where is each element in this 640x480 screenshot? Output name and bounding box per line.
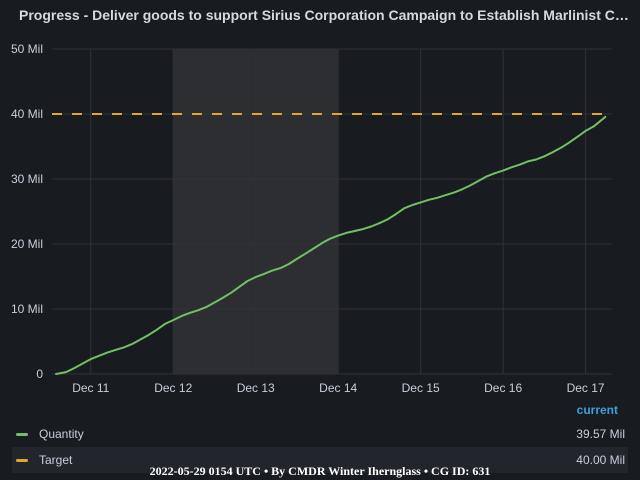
- target-swatch-icon: [16, 459, 28, 462]
- x-tick-label: Dec 16: [484, 381, 522, 395]
- y-tick-label: 20 Mil: [11, 237, 43, 251]
- grid-layer: [52, 48, 612, 375]
- legend-value: 40.00 Mil: [576, 453, 625, 467]
- y-tick-label: 50 Mil: [11, 42, 43, 56]
- x-tick-label: Dec 15: [402, 381, 440, 395]
- x-tick-label: Dec 17: [567, 381, 605, 395]
- legend-item-target[interactable]: Target 40.00 Mil: [12, 447, 628, 473]
- y-tick-label: 40 Mil: [11, 107, 43, 121]
- y-tick-label: 0: [36, 367, 43, 381]
- axis-labels-layer: 0 10 Mil 20 Mil 30 Mil 40 Mil 50 Mil Dec 11 Dec…: [11, 42, 605, 395]
- x-tick-label: Dec 14: [319, 381, 357, 395]
- x-tick-label: Dec 11: [72, 381, 109, 395]
- y-tick-label: 10 Mil: [11, 302, 43, 316]
- quantity-swatch-icon: [16, 433, 28, 436]
- legend-name: Target: [39, 453, 73, 467]
- legend-item-quantity[interactable]: Quantity 39.57 Mil: [12, 421, 628, 447]
- footer-credit: 2022-05-29 0154 UTC • By CMDR Winter Ihe…: [149, 464, 491, 478]
- y-tick-label: 30 Mil: [11, 172, 43, 186]
- series-layer: [52, 113, 612, 375]
- progress-chart: 0 10 Mil 20 Mil 30 Mil 40 Mil 50 Mil Dec 11 Dec…: [11, 42, 612, 395]
- legend-name: Quantity: [39, 427, 84, 441]
- series-quantity-line: [55, 115, 607, 375]
- legend-current-header[interactable]: current: [576, 403, 618, 417]
- legend-value: 39.57 Mil: [576, 427, 625, 441]
- x-tick-label: Dec 12: [154, 381, 192, 395]
- x-tick-label: Dec 13: [237, 381, 275, 395]
